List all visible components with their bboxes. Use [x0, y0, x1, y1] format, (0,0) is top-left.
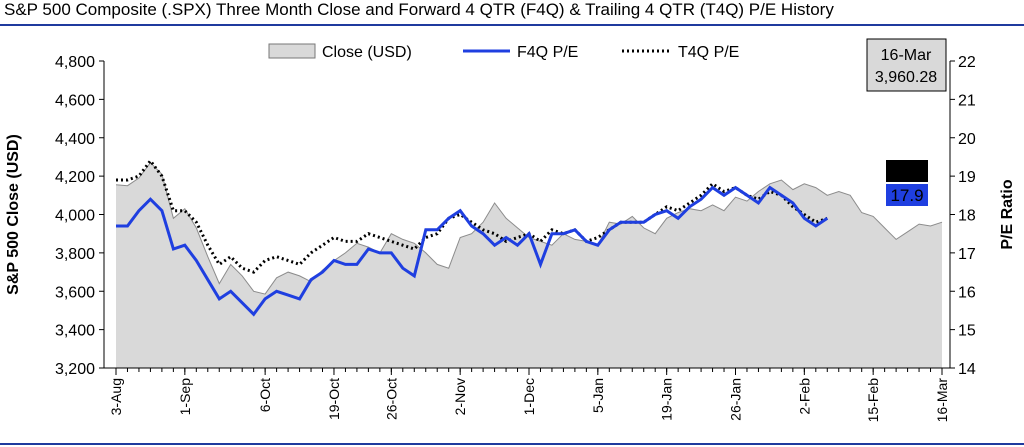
- t4q-pe-line: [116, 158, 828, 274]
- close-area: [116, 162, 942, 368]
- x-tick-label: 19-Jan: [659, 378, 675, 421]
- chart-title: S&P 500 Composite (.SPX) Three Month Clo…: [4, 0, 834, 19]
- y2-tick-label: 16: [958, 284, 976, 301]
- bottom-rule: [0, 443, 1024, 445]
- x-tick-label: 15-Feb: [865, 378, 881, 423]
- y-axis-title: S&P 500 Close (USD): [5, 134, 22, 295]
- y2-tick-label: 18: [958, 208, 976, 225]
- legend-label-f4q: F4Q P/E: [517, 44, 578, 61]
- y-tick-label: 4,400: [55, 131, 95, 148]
- f4q-pe-line: [116, 185, 829, 317]
- legend: Close (USD) F4Q P/E T4Q P/E: [268, 43, 739, 61]
- y2-tick-label: 22: [958, 54, 976, 71]
- y-tick-label: 3,200: [55, 361, 95, 378]
- legend-swatch-close: [268, 43, 316, 59]
- legend-label-close: Close (USD): [322, 44, 412, 61]
- title-rule: [0, 24, 1024, 26]
- y2-axis-title: P/E Ratio: [999, 179, 1016, 249]
- x-tick-label: 2-Feb: [796, 378, 812, 415]
- t4q-value-label: 17.9: [890, 162, 923, 181]
- x-tick-label: 16-Mar: [934, 378, 950, 423]
- axes-layer: 3,200 3,400 3,600 3,800 4,000 4,200 4,400 4,600…: [5, 54, 1016, 422]
- date-value-box: [866, 38, 947, 92]
- y-tick-label: 4,000: [55, 208, 95, 225]
- y-tick-label: 3,600: [55, 284, 95, 301]
- f4q-value-label-box: [886, 184, 928, 206]
- t4q-value-label-box: [886, 160, 928, 182]
- y2-tick-label: 14: [958, 361, 976, 378]
- x-tick-label: 26-Oct: [383, 378, 399, 420]
- y2-tick-label: 19: [958, 169, 976, 186]
- x-tick-label: 1-Dec: [521, 378, 537, 415]
- y2-tick-label: 21: [958, 92, 976, 109]
- y-tick-label: 4,600: [55, 92, 95, 109]
- x-tick-label: 19-Oct: [326, 378, 342, 420]
- y-tick-label: 3,400: [55, 323, 95, 340]
- x-tick-label: 3-Aug: [108, 378, 124, 415]
- y-tick-label: 3,800: [55, 246, 95, 263]
- y2-tick-label: 20: [958, 131, 976, 148]
- x-tick-label: 6-Oct: [257, 378, 273, 412]
- y-tick-label: 4,200: [55, 169, 95, 186]
- y-tick-label: 4,800: [55, 54, 95, 71]
- date-value-box-value: 3,960.28: [875, 69, 937, 86]
- x-tick-label: 5-Jan: [590, 378, 606, 413]
- pe-lines-layer: [116, 158, 829, 317]
- y2-tick-label: 15: [958, 323, 976, 340]
- y2-tick-label: 17: [958, 246, 976, 263]
- x-tick-label: 2-Nov: [452, 378, 468, 415]
- annotation-layer: 16-Mar 3,960.28 17.9 17.9: [866, 38, 947, 206]
- legend-label-t4q: T4Q P/E: [678, 44, 739, 61]
- date-value-box-date: 16-Mar: [881, 47, 932, 64]
- f4q-value-label: 17.9: [890, 186, 923, 205]
- x-tick-label: 26-Jan: [728, 378, 744, 421]
- x-tick-label: 1-Sep: [177, 378, 193, 416]
